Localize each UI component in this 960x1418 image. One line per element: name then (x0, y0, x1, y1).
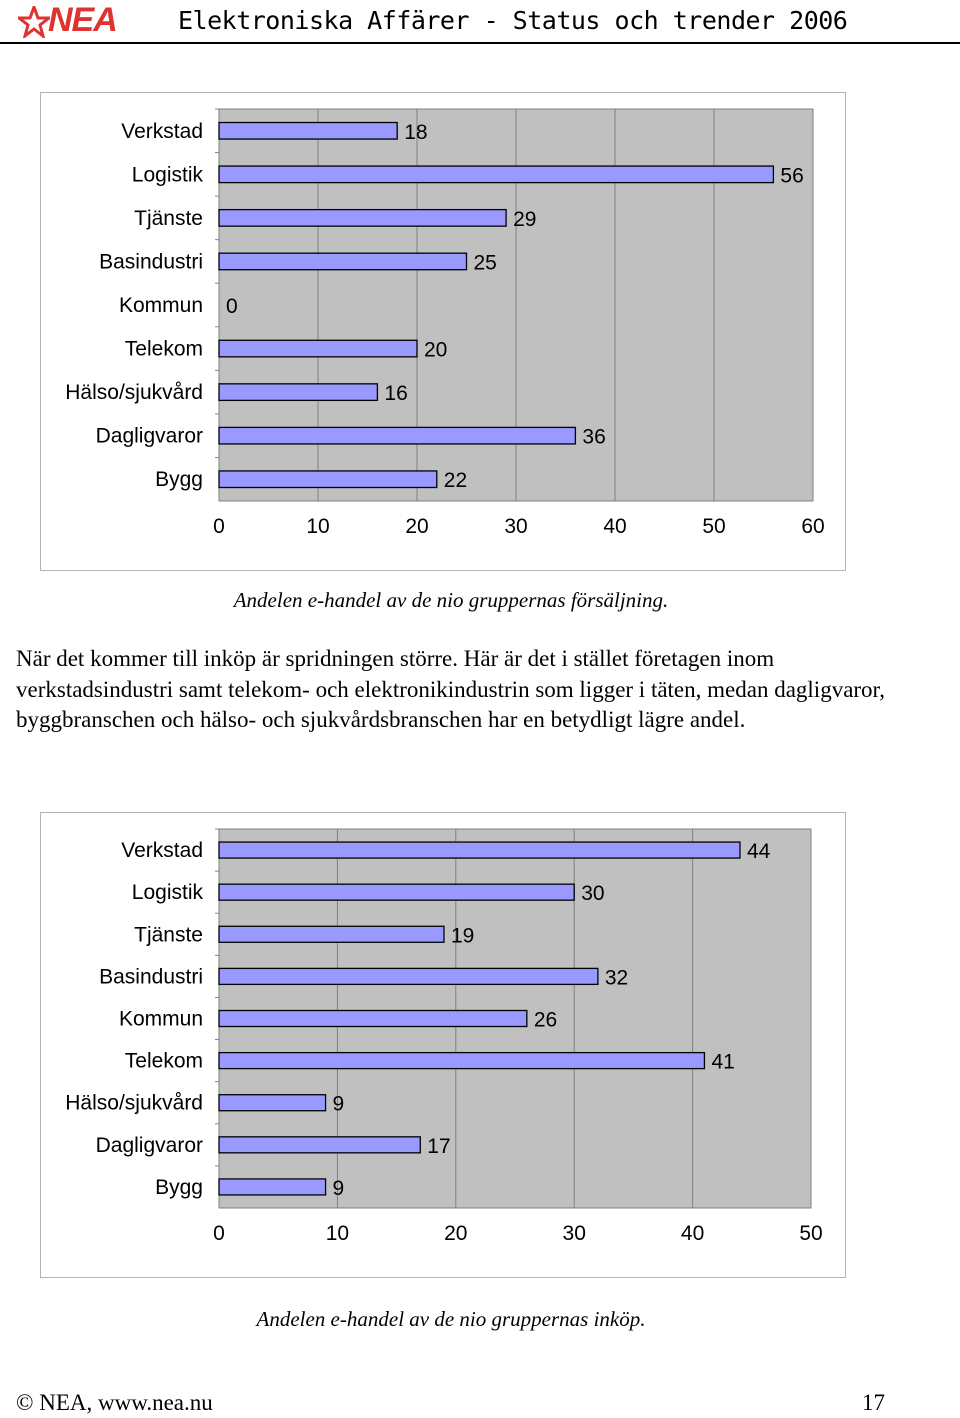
purchases-bar (218, 883, 575, 901)
sales-bar-chart: Verkstad 18 Logistik 56 Tjänste 29 Basindustri… (65, 108, 825, 538)
purchases-data-label: 41 (711, 1051, 734, 1074)
purchases-data-label: 19 (451, 924, 474, 947)
sales-category-label: Verkstad (121, 120, 203, 143)
purchases-bar (218, 841, 741, 859)
purchases-bar (218, 967, 599, 986)
purchases-data-label: 26 (534, 1009, 557, 1032)
purchases-data-label: 9 (333, 1093, 345, 1116)
purchases-x-tick-label: 50 (799, 1222, 822, 1245)
purchases-data-label: 17 (427, 1135, 450, 1158)
purchases-chart-caption: Andelen e-handel av de nio gruppernas in… (256, 1307, 646, 1331)
sales-x-tick-label: 0 (213, 515, 225, 538)
purchases-data-label: 30 (581, 882, 604, 905)
sales-data-label: 56 (780, 164, 803, 187)
sales-bar (218, 208, 507, 227)
sales-chart-frame: Verkstad 18 Logistik 56 Tjänste 29 Basindustri… (40, 92, 846, 571)
sales-bar (218, 383, 379, 402)
purchases-category-label: Tjänste (134, 923, 203, 946)
sales-chart-caption: Andelen e-handel av de nio gruppernas fö… (233, 588, 669, 612)
purchases-category-label: Dagligvaror (96, 1134, 203, 1157)
star-icon (18, 6, 50, 38)
sales-category-label: Kommun (119, 294, 203, 317)
purchases-x-tick-label: 0 (213, 1222, 225, 1245)
purchases-x-tick-label: 10 (326, 1222, 349, 1245)
purchases-bar (218, 1136, 421, 1154)
nea-logo: NEA (18, 1, 128, 40)
sales-data-label: 16 (384, 382, 407, 405)
purchases-category-label: Verkstad (121, 839, 203, 862)
sales-x-tick-label: 30 (504, 515, 527, 538)
sales-bar (218, 470, 438, 489)
sales-data-label: 0 (226, 295, 238, 318)
page-header: NEA Elektroniska Affärer - Status och tr… (0, 0, 960, 44)
document-title: Elektroniska Affärer - Status och trende… (178, 6, 848, 35)
purchases-bar (218, 1178, 327, 1196)
sales-bar (218, 121, 398, 140)
sales-data-label: 22 (444, 469, 467, 492)
footer-page-number: 17 (862, 1390, 885, 1415)
sales-category-label: Basindustri (99, 250, 203, 273)
purchases-data-label: 32 (605, 966, 628, 989)
sales-bar (218, 426, 577, 445)
logo-text: NEA (48, 1, 118, 39)
sales-bar (218, 165, 775, 184)
sales-data-label: 29 (513, 208, 536, 231)
purchases-data-label: 9 (333, 1177, 345, 1200)
sales-data-label: 20 (424, 339, 447, 362)
sales-x-tick-label: 50 (702, 515, 725, 538)
purchases-x-tick-label: 30 (563, 1222, 586, 1245)
sales-bar (218, 339, 418, 358)
purchases-category-label: Logistik (132, 881, 204, 904)
purchases-bar-chart: Verkstad 44 Logistik 30 Tjänste 19 Basindustri… (65, 828, 823, 1245)
purchases-bar (218, 1051, 706, 1070)
sales-category-label: Logistik (132, 163, 204, 186)
sales-x-tick-label: 60 (801, 515, 824, 538)
sales-category-label: Tjänste (134, 207, 203, 230)
purchases-x-tick-label: 40 (681, 1222, 704, 1245)
sales-bar (218, 252, 468, 271)
sales-category-label: Telekom (125, 338, 203, 361)
sales-data-label: 25 (474, 251, 497, 274)
sales-data-label: 36 (582, 426, 605, 449)
sales-x-tick-label: 20 (405, 515, 428, 538)
body-paragraph: När det kommer till inköp är spridningen… (16, 646, 886, 732)
sales-category-label: Bygg (155, 468, 203, 491)
purchases-bar (218, 1009, 528, 1028)
purchases-category-label: Basindustri (99, 965, 203, 988)
sales-data-label: 18 (404, 121, 427, 144)
header-divider (0, 42, 960, 44)
sales-x-tick-label: 40 (603, 515, 626, 538)
sales-category-label: Dagligvaror (96, 425, 203, 448)
purchases-category-label: Bygg (155, 1176, 203, 1199)
purchases-category-label: Telekom (125, 1050, 203, 1073)
purchases-bar (218, 925, 445, 943)
purchases-category-label: Hälso/sjukvård (65, 1092, 203, 1115)
purchases-data-label: 44 (747, 840, 771, 863)
footer-copyright: © NEA, www.nea.nu (16, 1390, 213, 1415)
purchases-x-tick-label: 20 (444, 1222, 467, 1245)
purchases-bar (218, 1094, 327, 1112)
sales-x-tick-label: 10 (306, 515, 329, 538)
purchases-category-label: Kommun (119, 1008, 203, 1031)
purchases-chart-frame: Verkstad 44 Logistik 30 Tjänste 19 Basindustri… (40, 812, 846, 1278)
sales-category-label: Hälso/sjukvård (65, 381, 203, 404)
